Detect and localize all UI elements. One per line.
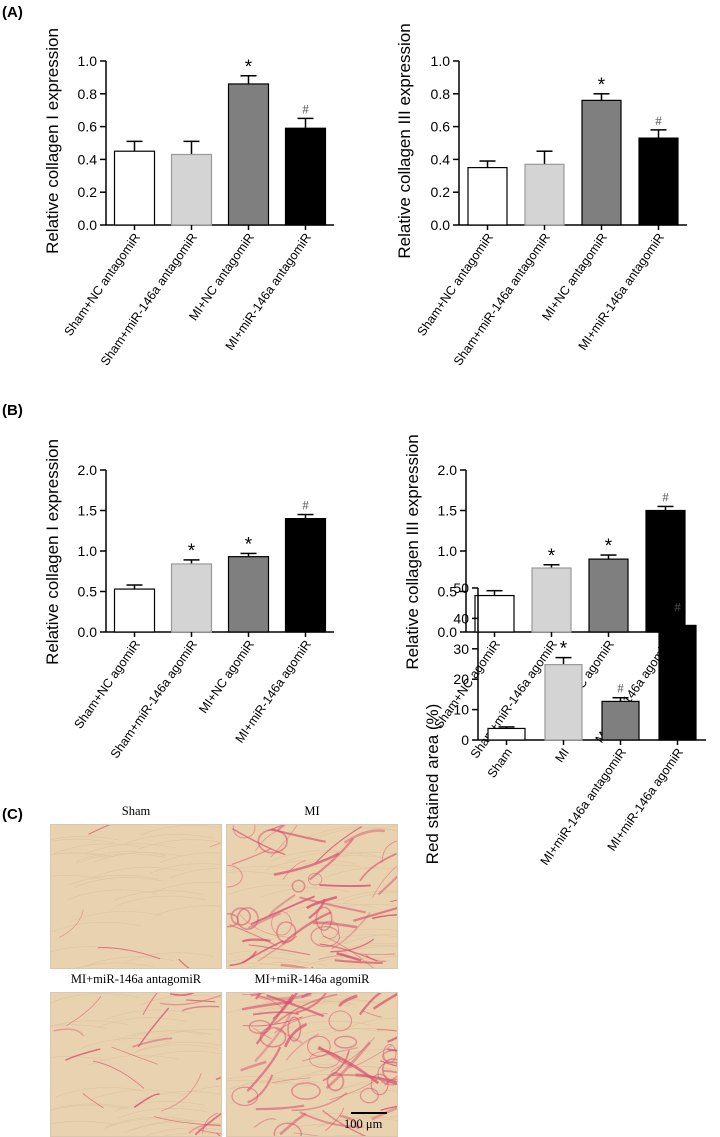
y-tick-label: 50 [453, 580, 469, 596]
y-tick-label: 0.8 [431, 86, 451, 102]
bar [589, 559, 628, 632]
y-tick-label: 0.2 [78, 184, 98, 200]
significance-mark: # [655, 113, 662, 128]
y-tick-label: 0.4 [78, 151, 98, 167]
bar [468, 168, 507, 225]
y-tick-label: 0.0 [78, 217, 98, 233]
y-tick-label: 2.0 [78, 462, 98, 478]
y-tick-label: 0 [461, 732, 469, 748]
significance-mark: * [548, 546, 556, 567]
bar [639, 138, 678, 225]
bar [475, 596, 514, 632]
y-tick-label: 0.2 [431, 184, 451, 200]
bar [115, 151, 155, 225]
y-tick-label: 0.0 [431, 217, 451, 233]
significance-mark: * [560, 639, 568, 660]
y-tick-label: 1.5 [78, 503, 98, 519]
bar [115, 589, 155, 632]
significance-mark: * [598, 75, 606, 96]
bar [172, 154, 212, 225]
significance-mark: # [302, 498, 309, 513]
y-tick-label: 10 [453, 702, 469, 718]
x-tick-label: MI+NC agomiR [196, 638, 257, 716]
significance-mark: # [617, 681, 624, 696]
y-tick-label: 20 [453, 671, 469, 687]
y-tick-label: 1.0 [438, 543, 458, 559]
x-tick-label: Sham [485, 746, 515, 781]
y-tick-label: 40 [453, 610, 469, 626]
bar [229, 557, 269, 632]
bar [545, 665, 582, 740]
bar [286, 519, 326, 632]
y-tick-label: 1.5 [438, 503, 458, 519]
bar [488, 728, 525, 740]
bar [229, 84, 269, 225]
chart-a2: 0.0 0.2 0.4 0.6 0.8 1.0 Relative collagen III … [395, 23, 687, 368]
y-axis-label: Relative collagen III expression [395, 23, 414, 258]
x-tick-label: Sham+miR-146a antagomiR [98, 231, 200, 369]
significance-mark: # [662, 489, 669, 504]
bar [602, 701, 639, 740]
y-tick-label: 0.5 [78, 584, 98, 600]
x-tick-label: MI [553, 746, 572, 765]
bar [532, 568, 571, 632]
bar [659, 625, 696, 740]
y-tick-label: 0.4 [431, 151, 451, 167]
y-axis-label: Relative collagen III expression [403, 434, 422, 669]
significance-mark: * [245, 57, 253, 78]
y-tick-label: 0.8 [78, 86, 98, 102]
y-axis-label: Red stained area (%) [423, 704, 442, 865]
x-tick-label: Sham+miR-146a antagomiR [451, 231, 553, 369]
bar [172, 564, 212, 632]
y-tick-label: 1.0 [431, 53, 451, 69]
y-axis-label: Relative collagen I expression [43, 28, 62, 254]
significance-mark: * [245, 534, 253, 555]
y-tick-label: 0.0 [78, 624, 98, 640]
y-tick-label: 1.0 [78, 53, 98, 69]
y-tick-label: 30 [453, 641, 469, 657]
bar [582, 100, 621, 225]
y-tick-label: 2.0 [438, 462, 458, 478]
significance-mark: * [605, 536, 613, 557]
significance-mark: # [674, 599, 681, 614]
significance-mark: * [188, 541, 196, 562]
bar [286, 128, 326, 225]
y-tick-label: 1.0 [78, 543, 98, 559]
y-axis-label: Relative collagen I expression [43, 439, 62, 665]
y-tick-label: 0.6 [78, 119, 98, 135]
significance-mark: # [302, 101, 309, 116]
y-tick-label: 0.6 [431, 119, 451, 135]
chart-a1: 0.0 0.2 0.4 0.6 0.8 1.0 Relative collagen I ex… [43, 28, 334, 368]
chart-b1: 0.0 0.5 1.0 1.5 2.0 Relative collagen I expre… [43, 439, 334, 761]
bar [525, 164, 564, 225]
